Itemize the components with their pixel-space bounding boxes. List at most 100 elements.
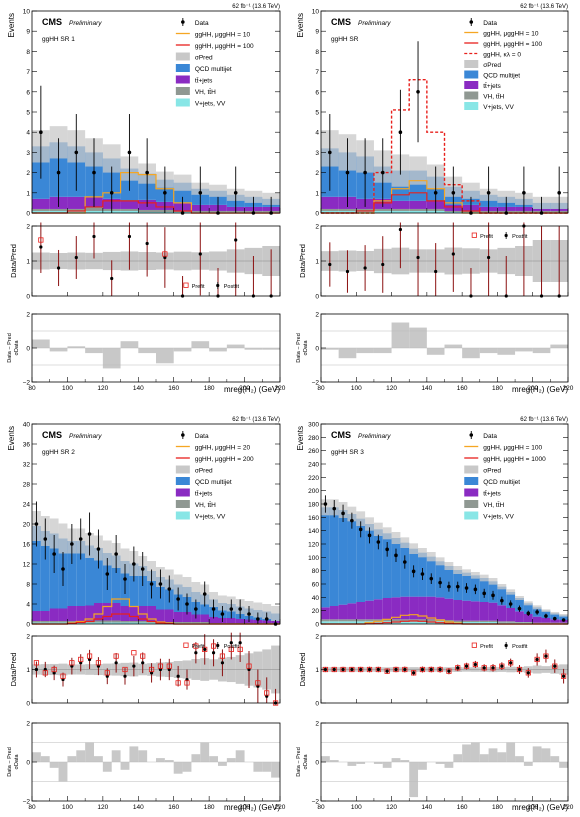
vjets_vv-bar: [373, 621, 383, 624]
vjets_vv-bar: [120, 210, 139, 213]
sigma-pred-band: [191, 582, 201, 602]
pull-bar: [182, 762, 192, 772]
pull-bar: [523, 762, 533, 766]
vh_tth-bar: [453, 620, 463, 622]
y-tick-label: 9: [315, 29, 319, 36]
ratio-prefit-point: [402, 666, 408, 673]
sigma-pred-band: [102, 540, 112, 566]
pull-bar: [262, 762, 272, 772]
legend-entry-vh: VH, tt̄H: [464, 500, 505, 509]
postfit-legend-label: Postfit: [512, 234, 528, 240]
ttjets-bar: [321, 607, 330, 620]
vh_tth-bar: [94, 620, 103, 623]
ratio-postfit-point: [92, 234, 96, 239]
vh_tth-bar: [321, 619, 330, 622]
vh_tth-bar: [532, 622, 542, 624]
data-point: [87, 532, 92, 536]
legend-entry-vh: VH, tt̄H: [175, 87, 216, 96]
ratio-prefit-point: [525, 670, 531, 676]
pull-tick-label: 0: [26, 760, 30, 767]
ttjets-bar: [40, 611, 50, 621]
pull-bar: [235, 750, 245, 762]
vh_tth-bar: [182, 622, 192, 623]
ratio-prefit-point: [219, 653, 226, 659]
legend-label: Data: [195, 20, 209, 27]
ttjets-bar: [129, 606, 139, 621]
ratio-prefit-point: [122, 666, 128, 673]
vjets_vv-bar: [347, 621, 357, 624]
legend-entry-sigma: σPred: [175, 52, 213, 62]
ttjets-bar: [373, 599, 383, 620]
legend-entry-qcd: QCD multijet: [464, 477, 520, 486]
sigma-pred-band: [120, 548, 130, 574]
ratio-postfit-point: [350, 667, 354, 672]
ratio-tick-label: 1: [26, 667, 30, 674]
pull-bar: [373, 348, 392, 354]
data-point: [198, 191, 203, 195]
data-point: [433, 191, 438, 195]
data-point: [363, 170, 367, 175]
sigma-pred-band: [173, 174, 192, 191]
data-point: [233, 191, 238, 195]
data-point: [92, 170, 96, 175]
ratio-postfit-point: [482, 666, 486, 670]
ratio-prefit-point: [38, 237, 44, 243]
pull-bar: [226, 344, 245, 348]
data-point: [229, 607, 234, 611]
ttjets-bar: [329, 606, 339, 620]
data-point: [429, 576, 434, 581]
data-point: [416, 90, 420, 94]
legend-label: σPred: [483, 62, 501, 69]
vh_tth-bar: [191, 622, 201, 623]
ratio-prefit-point: [166, 663, 172, 669]
pull-bar: [120, 341, 139, 348]
y-tick-label: 0: [26, 622, 30, 629]
data-point: [345, 170, 350, 175]
sigma-pred-band: [506, 589, 516, 595]
data-point: [380, 170, 385, 175]
legend-label: ggHH, κλ = 0: [483, 52, 521, 59]
pull-bar: [532, 348, 551, 354]
legend-entry-qcd: QCD multijet: [464, 70, 520, 80]
y-tick-label: 7: [315, 69, 319, 76]
x-tick-label: 200: [527, 804, 538, 811]
ratio-prefit-point: [411, 670, 417, 676]
ttjets-bar: [391, 200, 410, 209]
legend-marker: [464, 70, 479, 79]
pull-bar: [559, 762, 568, 768]
y-tick-label: 60: [312, 582, 320, 589]
vh_tth-bar: [391, 208, 410, 211]
y-tick-label: 24: [23, 502, 31, 509]
data-point: [43, 537, 48, 541]
qcd-bar: [40, 531, 50, 611]
data-point: [158, 582, 163, 586]
vjets_vv-bar: [373, 210, 392, 213]
x-tick-label: 180: [204, 385, 215, 392]
pull-bar: [400, 760, 410, 762]
y-tick-label: 0: [26, 211, 30, 218]
y-tick-label: 300: [308, 422, 319, 429]
ratio-prefit-point: [175, 680, 181, 686]
legend-entry-dashed: ggHH, κλ = 0: [464, 52, 521, 59]
legend-entry-sigma: σPred: [464, 60, 501, 69]
x-tick-label: 200: [239, 804, 250, 811]
ratio-prefit-point: [508, 660, 514, 666]
pull-panel: −2 0 2 80 100 120 140 160 180 200 220 Data − Pred σD…: [7, 312, 286, 395]
y-tick-label: 20: [23, 522, 31, 529]
ratio-prefit-point: [419, 666, 426, 673]
vh_tth-bar: [373, 619, 383, 622]
legend-label: V+jets, VV: [483, 104, 514, 111]
y-tick-label: 0: [315, 211, 319, 218]
ratio-postfit-point: [416, 255, 420, 260]
y-tick-label: 5: [315, 110, 319, 117]
sigma-pred-band: [262, 604, 272, 619]
pull-tick-label: −2: [312, 380, 320, 387]
pull-bar: [409, 762, 419, 798]
data-point: [332, 506, 337, 511]
pull-panel: −2 0 2 80 100 120 140 160 180 200 220 Data − Pred σD…: [296, 721, 574, 813]
legend-marker: [181, 433, 185, 437]
ttjets-bar: [32, 198, 50, 209]
vjets_vv-bar: [356, 621, 366, 624]
ttjets-bar: [541, 618, 551, 623]
y-tick-label: 10: [312, 9, 320, 16]
